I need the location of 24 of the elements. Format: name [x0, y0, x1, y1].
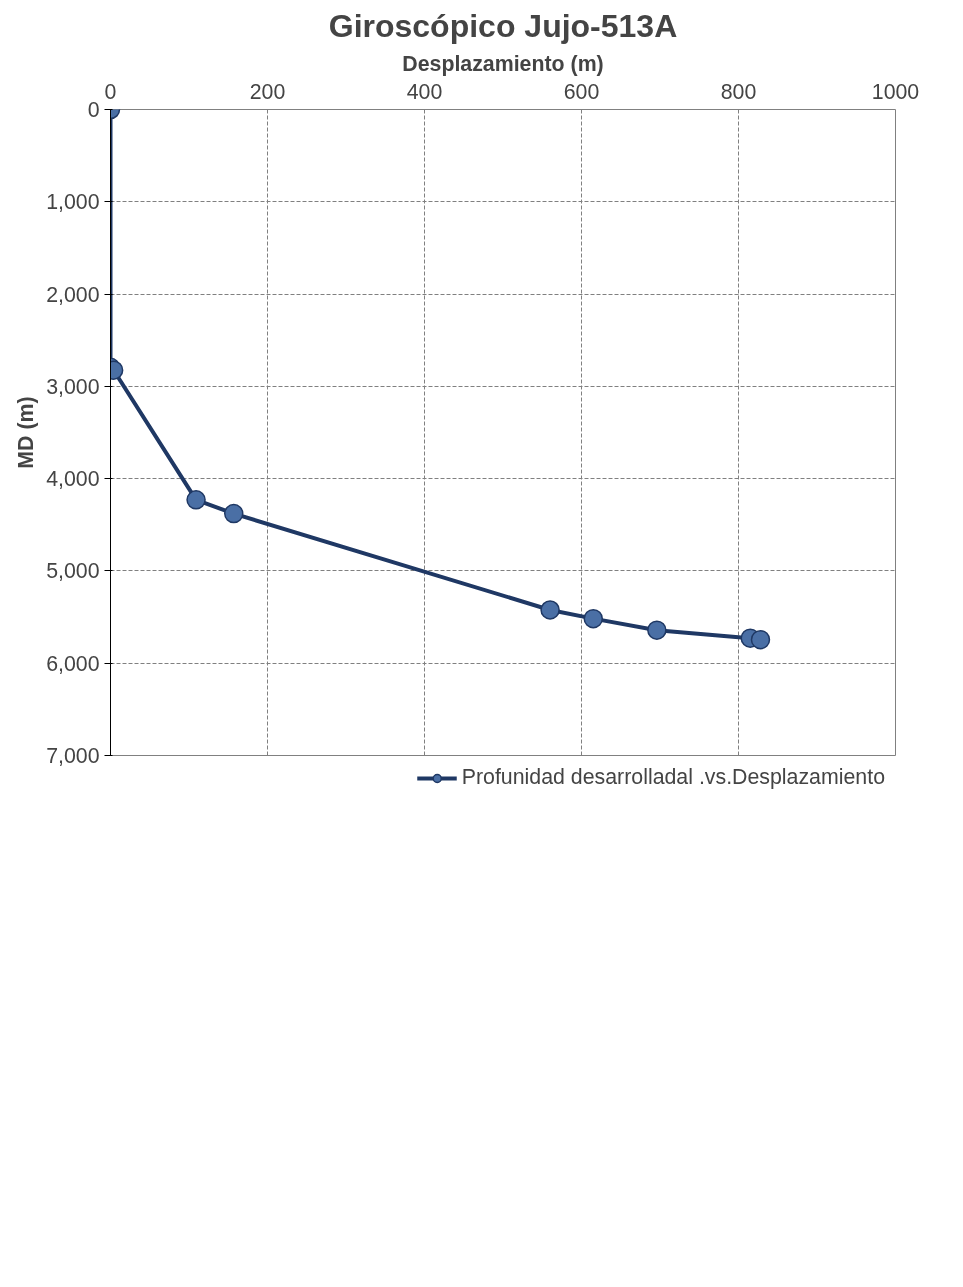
x-tick-label: 1000: [871, 79, 920, 104]
x-tick-label: 600: [563, 79, 600, 104]
y-tick-label: 1,000: [46, 190, 100, 215]
x-tick-label: 400: [406, 79, 443, 104]
y-tick-label: 6,000: [46, 651, 100, 676]
point: [647, 620, 667, 640]
point: [750, 629, 771, 650]
point: [583, 608, 604, 629]
point: [540, 600, 560, 620]
y-tick-label: 3,000: [46, 374, 100, 399]
x-axis-title: Desplazamiento (m): [402, 51, 604, 76]
x-tick-label: 800: [720, 79, 757, 104]
point: [223, 503, 244, 524]
legend-label: Profunidad desarrolladal .vs.Desplazamiento: [461, 765, 885, 790]
y-tick-label: 0: [87, 98, 100, 122]
chart-title: Giroscópico Jujo-513A: [328, 7, 678, 44]
y-tick-label: 2,000: [46, 282, 100, 307]
x-tick-label: 0: [104, 79, 117, 104]
y-tick-label: 5,000: [46, 559, 100, 584]
y-tick-label: 4,000: [46, 467, 100, 492]
x-tick-label: 200: [249, 79, 286, 104]
y-tick-label: 7,000: [46, 744, 100, 768]
y-axis-title: MD (m): [14, 396, 39, 469]
point: [186, 490, 206, 510]
